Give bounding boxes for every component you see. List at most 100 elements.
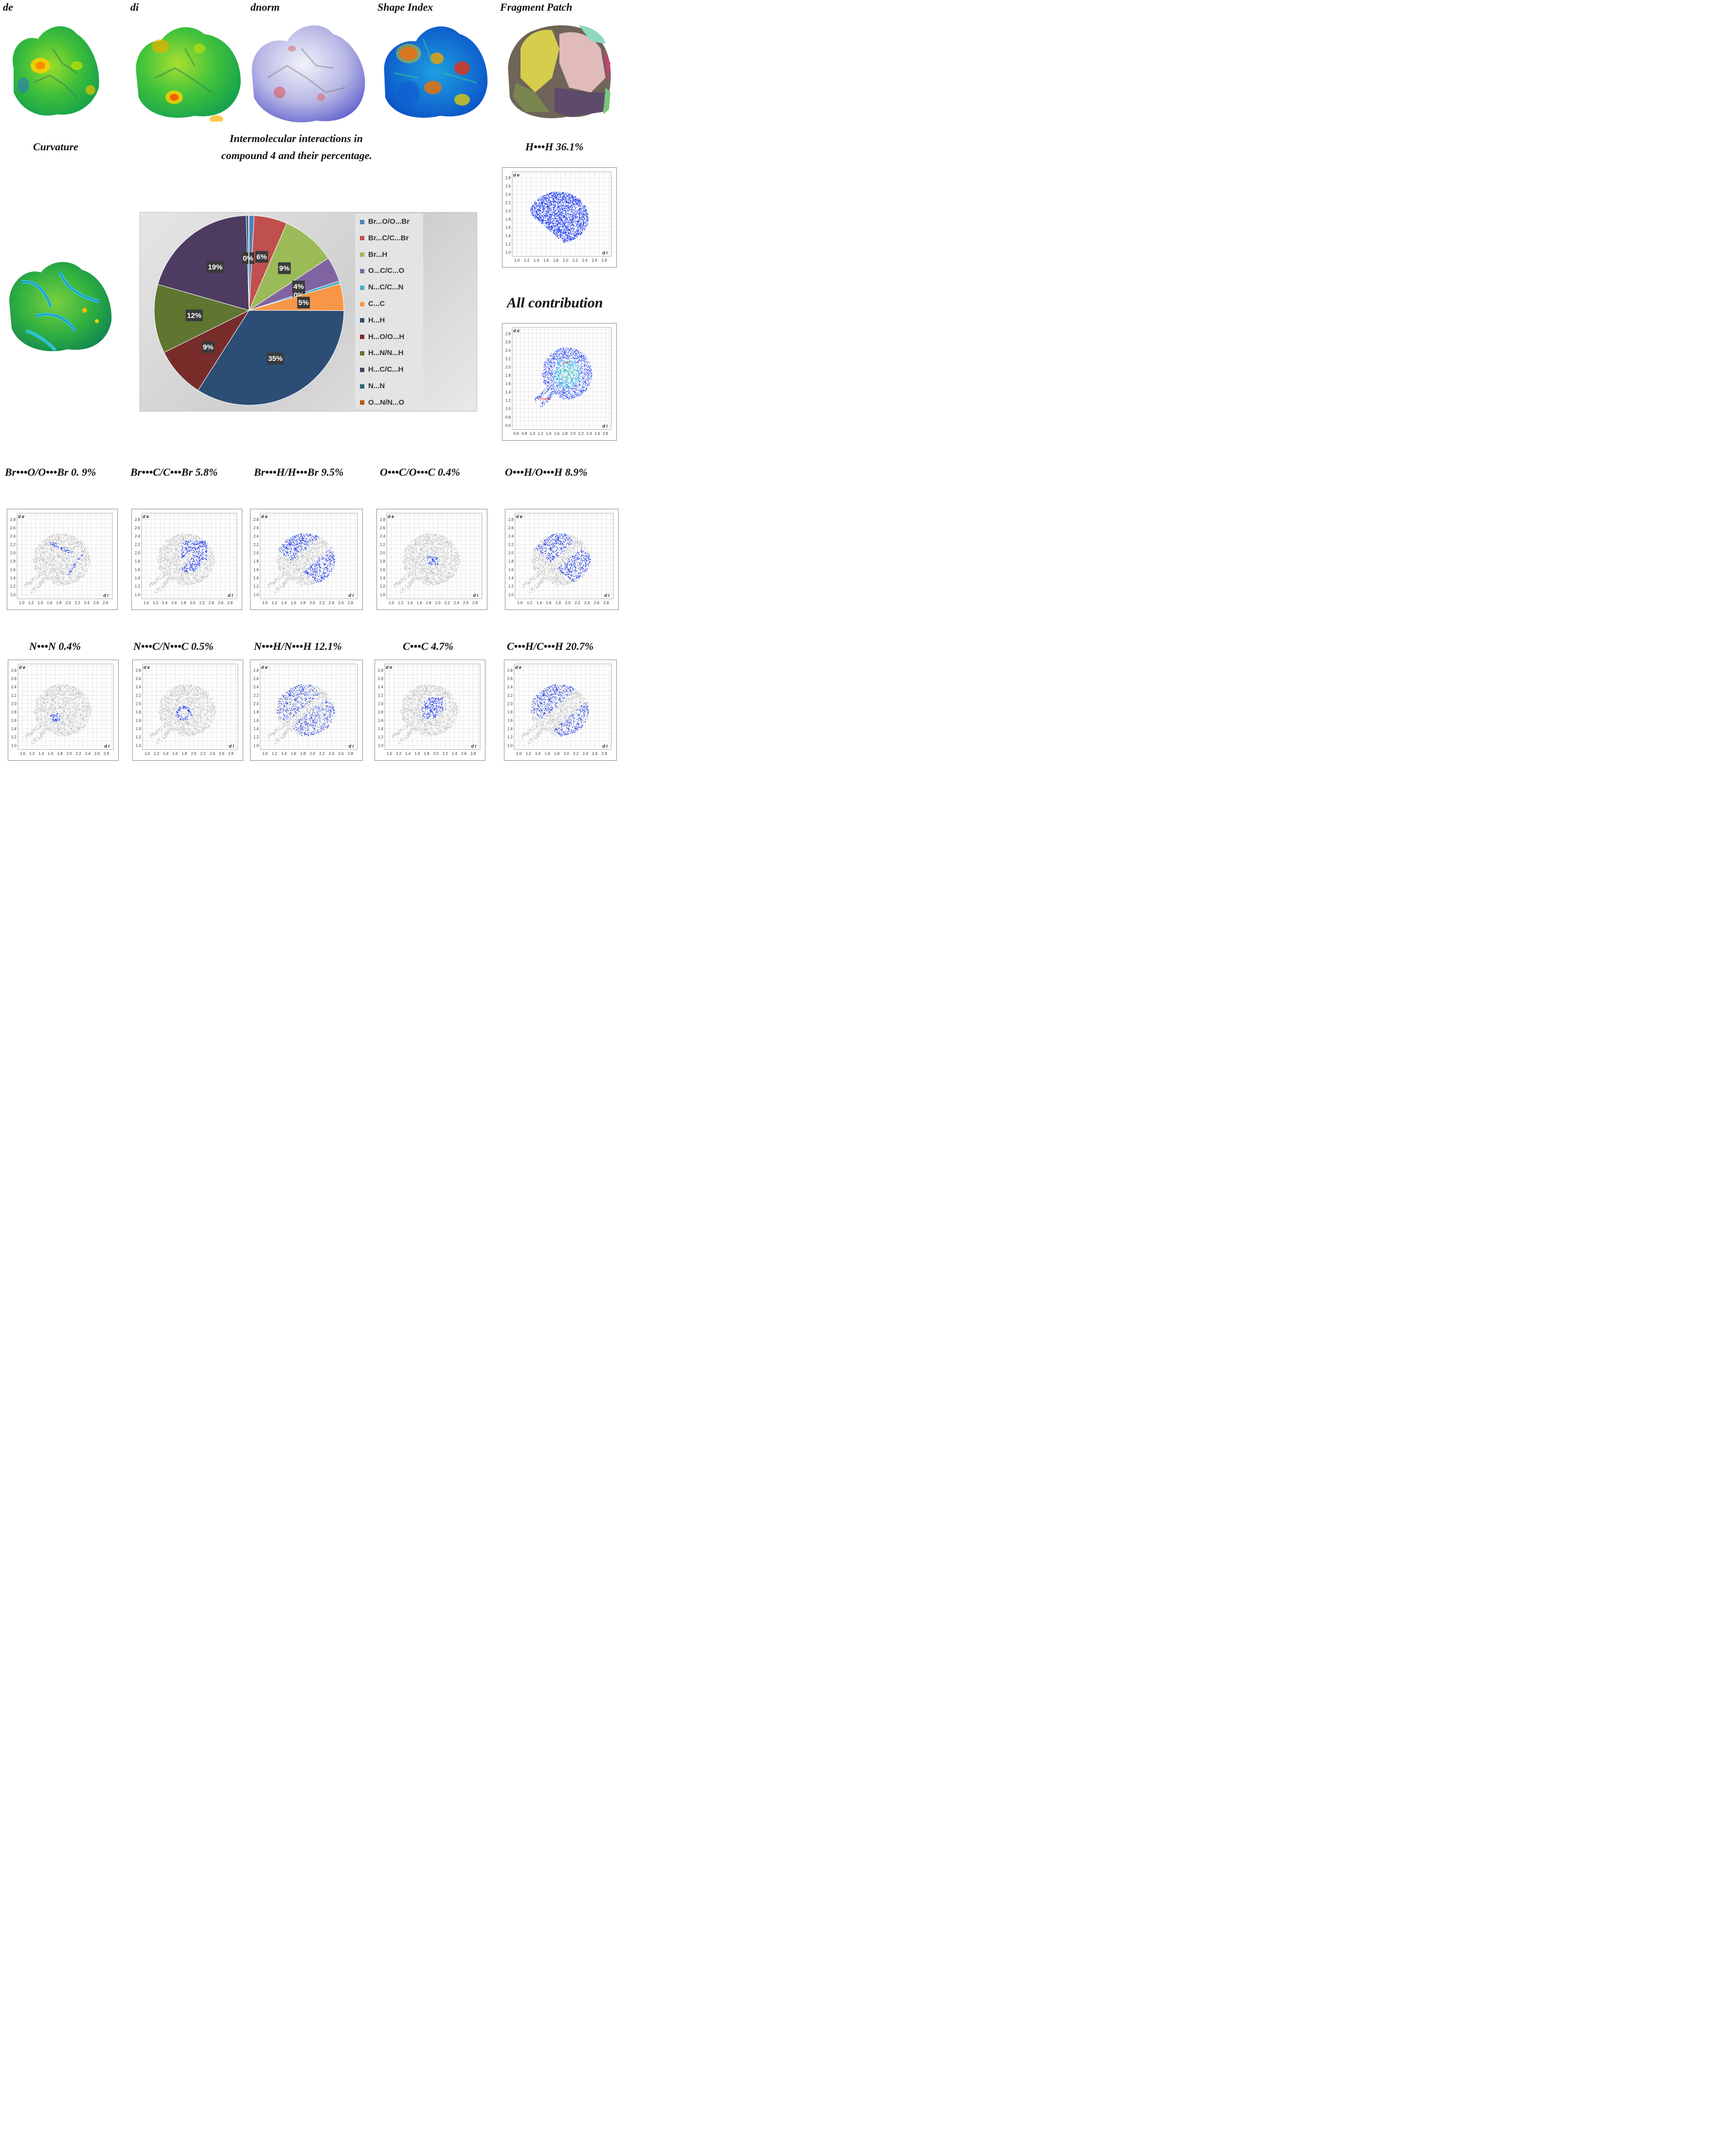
x-tick-label: 1.2 <box>398 601 404 605</box>
fingerprint-points <box>25 684 91 744</box>
pie-label-box <box>201 341 215 353</box>
y-tick-label: 2.4 <box>253 685 259 689</box>
x-tick-label: 2.0 <box>310 752 316 756</box>
y-tick-label: 1.4 <box>10 576 16 580</box>
y-tick-label: 1.0 <box>253 743 259 748</box>
y-tick-label: 2.2 <box>378 693 384 698</box>
x-tick-label: 2.8 <box>348 752 354 756</box>
x-tick-label: 1.8 <box>424 752 430 756</box>
x-tick-label: 1.6 <box>545 752 551 756</box>
y-tick-label: 2.6 <box>135 526 141 530</box>
fingerprint-points <box>426 556 439 565</box>
x-tick-label: 1.6 <box>543 258 549 263</box>
x-tick-label: 1.8 <box>57 752 63 756</box>
x-tick-label: 2.4 <box>209 601 215 605</box>
y-tick-label: 1.0 <box>11 743 17 748</box>
x-tick-label: 1.4 <box>38 752 44 756</box>
y-tick-label: 2.2 <box>508 542 514 547</box>
x-tick-label: 1.6 <box>48 752 54 756</box>
fingerprint-points <box>531 684 589 736</box>
fingerprint-points <box>560 367 574 380</box>
legend-label: H...O/O...H <box>368 332 405 341</box>
x-tick-label: 2.4 <box>452 752 458 756</box>
pie-chart-plot: 6%9%4%0%5%35%9%12%19%0% <box>154 215 344 406</box>
fragment-patch-surface-image <box>508 25 611 119</box>
pie-label-box <box>278 262 291 274</box>
pie-label-box <box>297 297 310 309</box>
x-tick-label: 2.4 <box>584 601 590 605</box>
x-tick-label: 2.2 <box>575 601 581 605</box>
x-tick-label: 2.8 <box>604 601 609 605</box>
legend-label: C...C <box>368 300 385 308</box>
legend-item: N...N <box>360 382 385 392</box>
legend-label: H...H <box>368 316 385 324</box>
y-tick-label: 1.6 <box>253 718 259 723</box>
y-tick-label: 1.6 <box>507 718 513 723</box>
y-tick-label: 2.2 <box>135 542 141 547</box>
y-tick-label: 1.2 <box>253 735 259 739</box>
x-axis-name: d i <box>473 593 479 598</box>
y-tick-label: 2.4 <box>380 534 386 538</box>
y-tick-label: 1.6 <box>378 718 384 723</box>
y-tick-label: 1.8 <box>253 710 259 715</box>
x-tick-label: 2.2 <box>443 752 448 756</box>
x-tick-label: 2.6 <box>94 752 100 756</box>
x-tick-label: 1.0 <box>144 752 150 756</box>
y-tick-label: 2.8 <box>505 176 511 180</box>
y-tick-label: 2.6 <box>378 677 384 681</box>
x-tick-label: 1.2 <box>526 752 532 756</box>
x-tick-label: 2.2 <box>199 601 205 605</box>
pie-chart: 6% 9% 4% 0% 5% 35% 9% 12% 19% 0% Br...O/O...Br Br.… <box>140 212 477 412</box>
y-tick-label: 2.6 <box>10 526 16 530</box>
y-tick-label: 1.8 <box>136 710 142 715</box>
y-tick-label: 2.2 <box>380 542 386 547</box>
x-tick-label: 1.0 <box>514 258 520 263</box>
y-tick-label: 2.0 <box>136 702 142 706</box>
x-tick-label: 2.6 <box>463 601 469 605</box>
y-tick-label: 2.6 <box>380 526 386 530</box>
legend-swatch <box>360 400 364 405</box>
legend-swatch <box>360 269 364 273</box>
x-tick-label: 2.2 <box>578 431 584 436</box>
fingerprint-points <box>278 533 335 583</box>
legend-label: O...N/N...O <box>368 398 405 407</box>
x-tick-label: 1.0 <box>516 752 522 756</box>
x-tick-label: 1.4 <box>162 601 168 605</box>
y-tick-label: 2.4 <box>508 534 514 538</box>
x-tick-label: 1.8 <box>300 752 306 756</box>
x-tick-label: 1.6 <box>414 752 420 756</box>
y-tick-label: 2.0 <box>253 702 259 706</box>
y-tick-label: 1.8 <box>11 710 17 715</box>
y-tick-label: 2.2 <box>11 693 17 698</box>
fingerprint-points <box>535 347 592 407</box>
y-tick-label: 2.6 <box>505 340 511 344</box>
y-tick-label: 1.0 <box>505 407 511 411</box>
title-fp-ch: C•••H/C•••H 20.7% <box>507 640 594 652</box>
x-tick-label: 2.6 <box>461 752 467 756</box>
y-tick-label: 2.6 <box>507 677 513 681</box>
y-axis-name: d e <box>386 665 392 670</box>
fingerprint-points <box>422 697 444 719</box>
y-tick-label: 1.2 <box>11 735 17 739</box>
y-tick-label: 1.8 <box>380 559 386 564</box>
y-tick-label: 1.4 <box>135 576 141 580</box>
y-tick-label: 2.8 <box>136 668 142 673</box>
x-tick-label: 1.2 <box>28 601 34 605</box>
y-axis-name: d e <box>18 514 24 519</box>
y-tick-label: 1.2 <box>10 584 16 589</box>
y-tick-label: 2.2 <box>505 357 511 361</box>
x-tick-label: 1.6 <box>291 601 297 605</box>
x-tick-label: 1.2 <box>154 752 160 756</box>
y-tick-label: 1.4 <box>380 576 386 580</box>
legend-swatch <box>360 302 364 306</box>
y-tick-label: 0.8 <box>505 415 511 419</box>
legend-item: H...C/C...H <box>360 365 404 375</box>
x-tick-label: 1.4 <box>535 752 541 756</box>
y-tick-label: 2.8 <box>508 518 514 522</box>
legend-item: O...N/N...O <box>360 398 404 408</box>
y-tick-label: 1.6 <box>505 382 511 386</box>
x-tick-label: 2.0 <box>565 601 571 605</box>
legend-item: Br...H <box>360 251 387 260</box>
fingerprint-points <box>394 533 460 593</box>
y-tick-label: 2.4 <box>505 193 511 197</box>
